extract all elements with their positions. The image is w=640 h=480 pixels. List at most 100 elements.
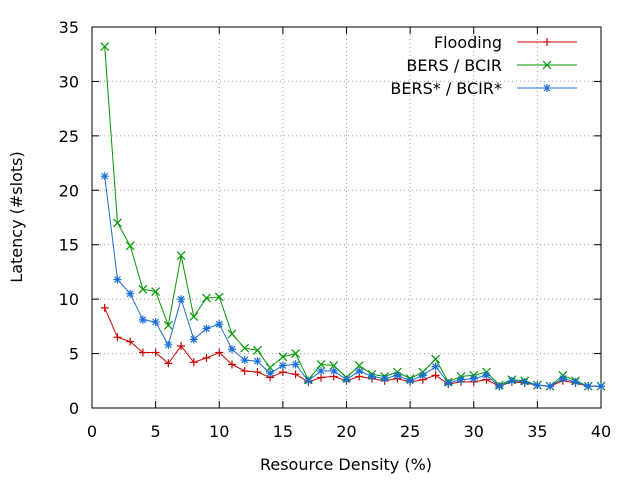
data-point [151,287,161,296]
data-point [176,251,186,261]
data-point [100,42,110,52]
data-point [227,360,236,369]
y-tick-label: 20 [59,181,79,200]
data-point [253,368,262,377]
data-point [495,382,504,391]
data-point [558,374,567,383]
data-point [393,371,402,380]
data-point [266,369,275,378]
data-point [164,359,173,368]
series-line [104,176,601,387]
data-point [163,320,173,330]
data-point [457,375,466,384]
y-tick-label: 35 [59,18,79,37]
data-point [177,341,186,350]
data-point [202,324,211,333]
data-point [253,357,262,366]
data-point [546,382,555,391]
legend-swatch-marker [543,84,551,92]
data-point [291,349,301,358]
data-point [100,303,109,312]
data-point [240,366,249,375]
data-point [584,382,593,391]
x-tick-label: 25 [400,422,420,441]
data-point [444,378,453,387]
data-point [329,366,338,375]
data-point [418,371,427,380]
series-layer [100,42,606,391]
data-point [126,337,135,346]
data-point [597,382,605,391]
data-point [113,218,122,228]
data-point [240,356,249,365]
data-point [113,275,122,284]
legend-label: BERS / BCIR [406,56,502,75]
legend: Flooding BERS / BCIR BERS* / BCIR* [390,33,577,98]
data-point [151,348,160,357]
y-tick-label: 25 [59,127,79,146]
series-1 [100,42,606,391]
data-point [125,241,135,251]
data-point [367,372,376,381]
data-point [507,376,516,385]
data-point [431,371,440,380]
data-point [189,358,198,367]
data-point [126,289,135,298]
data-point [278,361,287,370]
data-point [533,381,542,390]
y-tick-label: 30 [59,72,79,91]
data-point [342,375,351,384]
data-point [291,360,300,369]
data-point [202,293,211,303]
data-point [406,376,415,385]
data-point [113,333,122,342]
axis-ticks: 0 5 10 15 20 25 30 35 0 5 10 15 20 25 30 35 40 [59,18,612,441]
data-point [215,348,224,357]
data-point [138,348,147,357]
legend-swatch-marker [542,60,552,70]
series-2 [100,172,605,391]
data-point [380,374,389,383]
legend-swatch-marker [543,38,551,46]
data-point [291,370,300,379]
y-tick-label: 10 [59,290,79,309]
data-point [202,353,211,362]
data-point [138,315,147,324]
data-point [316,360,326,369]
x-tick-label: 30 [464,422,484,441]
data-point [215,320,224,329]
x-tick-label: 20 [336,422,356,441]
data-point [164,340,173,349]
data-point [253,345,262,355]
data-point [214,292,224,302]
x-tick-label: 40 [591,422,611,441]
data-point [304,376,313,385]
legend-label: Flooding [434,33,502,52]
series-line [104,46,601,387]
data-point [151,318,160,327]
data-point [189,312,199,321]
data-point [520,377,529,386]
y-tick-label: 5 [69,345,79,364]
data-point [100,172,109,181]
data-point [431,354,440,364]
y-axis-title: Latency (#slots) [7,151,26,282]
y-tick-label: 15 [59,236,79,255]
x-tick-label: 10 [209,422,229,441]
data-point [431,362,440,371]
data-point [278,352,288,362]
data-point [482,371,491,380]
grid-lines [92,27,601,408]
data-point [317,366,326,375]
y-tick-label: 0 [69,399,79,418]
x-tick-label: 5 [151,422,161,441]
data-point [240,343,250,353]
data-point [138,284,148,294]
series-line [104,307,601,387]
data-point [177,295,186,304]
x-tick-label: 15 [273,422,293,441]
x-axis-title: Resource Density (%) [260,455,432,474]
legend-label: BERS* / BCIR* [390,79,502,98]
data-point [227,345,236,354]
